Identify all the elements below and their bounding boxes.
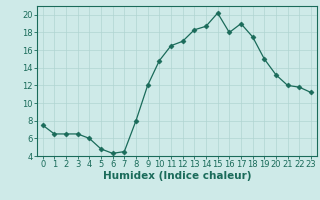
X-axis label: Humidex (Indice chaleur): Humidex (Indice chaleur) <box>102 171 251 181</box>
